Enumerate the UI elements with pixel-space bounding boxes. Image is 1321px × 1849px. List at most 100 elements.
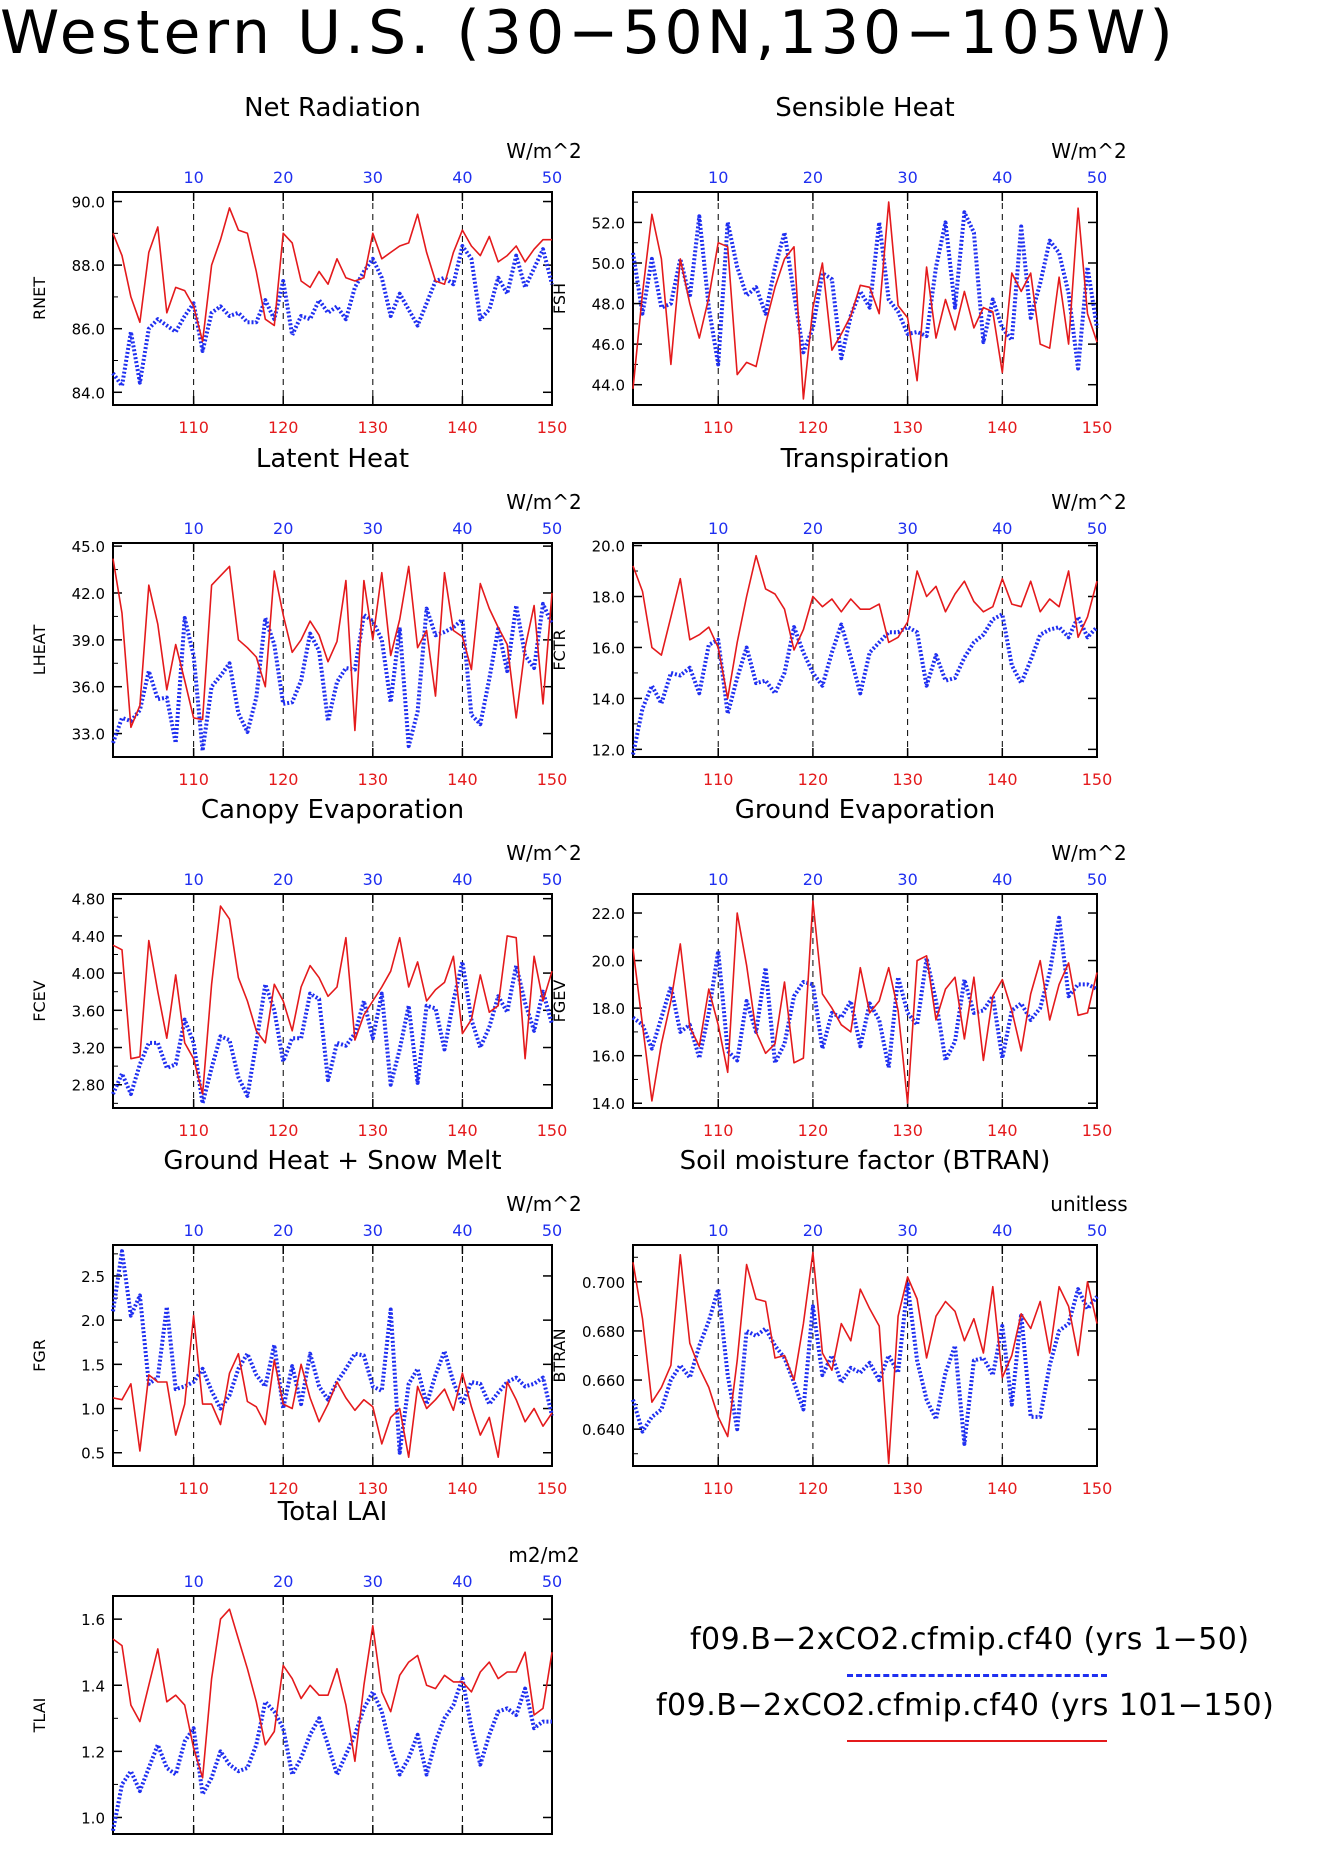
panel-9-xtick-label-3: 130	[358, 1847, 389, 1849]
panel-6-ytick-label-2: 16.0	[592, 1048, 625, 1066]
panel-9-series-blue-line	[111, 1676, 552, 1832]
panel-3-ytick-label-5: 45.0	[72, 538, 105, 556]
panel-8-xtick-top-label-2: 20	[803, 1221, 823, 1240]
panel-6-series-red-line	[632, 900, 1098, 1104]
panel-8-ytick-label-4: 0.700	[582, 1274, 625, 1292]
panel-5-xtick-label-5: 150	[537, 1121, 568, 1140]
panel-4-xtick-top-label-5: 50	[1087, 519, 1107, 538]
panel-5-ytick-label-4: 4.00	[72, 965, 105, 983]
panel-2-ytick-label-5: 52.0	[592, 214, 625, 232]
panel-6-xtick-label-5: 150	[1082, 1121, 1113, 1140]
panel-4-xtick-label-4: 140	[987, 770, 1018, 789]
panel-3-ytick-label-3: 39.0	[72, 632, 105, 650]
panel-3-xtick-top-label-2: 20	[273, 519, 293, 538]
panel-5-xtick-top-label-1: 10	[183, 870, 203, 889]
panel-8-xtick-label-2: 120	[798, 1479, 829, 1498]
panel-2-ytick-label-2: 46.0	[592, 336, 625, 354]
panel-7-xtick-label-4: 140	[447, 1479, 478, 1498]
panel-1-xtick-top-label-3: 30	[363, 168, 383, 187]
panel-8-xtick-top-label-4: 40	[992, 1221, 1012, 1240]
panel-3-series-blue-line	[111, 601, 554, 753]
panel-4-series-blue-line	[631, 612, 1099, 755]
panel-3-xtick-top-label-1: 10	[183, 519, 203, 538]
panel-6-frame	[632, 893, 1098, 1109]
panel-7-xtick-top-label-2: 20	[273, 1221, 293, 1240]
panel-4-ytick-label-5: 20.0	[592, 538, 625, 556]
panel-2-ytick-label-3: 48.0	[592, 296, 625, 314]
panel-1-series-red-line	[112, 207, 552, 343]
panel-4-units: W/m^2	[1051, 490, 1126, 514]
panel-2-xtick-top-label-2: 20	[803, 168, 823, 187]
panel-8-xtick-label-3: 130	[892, 1479, 923, 1498]
panel-8-xtick-top-label-3: 30	[897, 1221, 917, 1240]
panel-3-frame	[112, 542, 553, 758]
panel-2-ytick-label-1: 44.0	[592, 377, 625, 395]
panel-2-ylabel: FSH	[550, 283, 569, 314]
panel-6-ylabel: FGEV	[550, 980, 569, 1023]
panel-1-xtick-top-label-5: 50	[542, 168, 562, 187]
panel-8-xtick-top-label-5: 50	[1087, 1221, 1107, 1240]
panel-5-ytick-label-5: 4.40	[72, 928, 105, 946]
legend-line-blue-dashed	[847, 1674, 1107, 1677]
panel-5-xtick-top-label-3: 30	[363, 870, 383, 889]
panel-7-xtick-label-1: 110	[178, 1479, 209, 1498]
panel-4-ytick-label-1: 12.0	[592, 741, 625, 759]
panel-5-units: W/m^2	[506, 841, 581, 865]
panel-5-frame	[112, 893, 553, 1109]
panel-2-xtick-label-4: 140	[987, 418, 1018, 437]
panel-9-xtick-top-label-2: 20	[273, 1572, 293, 1591]
panel-3-ytick-label-1: 33.0	[72, 726, 105, 744]
panel-9-ytick-label-3: 1.4	[81, 1677, 105, 1695]
panel-5-xtick-top-label-5: 50	[542, 870, 562, 889]
panel-1-ytick-label-4: 90.0	[72, 194, 105, 212]
panel-4-ytick-label-2: 14.0	[592, 690, 625, 708]
panel-6-xtick-top-label-2: 20	[803, 870, 823, 889]
panel-2-series-blue-line	[631, 210, 1099, 371]
panel-3-units: W/m^2	[506, 490, 581, 514]
panel-3-xtick-top-label-3: 30	[363, 519, 383, 538]
panel-7-ylabel: FGR	[30, 1339, 49, 1372]
panel-2-units: W/m^2	[1051, 139, 1126, 163]
panel-8-units: unitless	[1050, 1192, 1127, 1216]
panel-7-xtick-top-label-1: 10	[183, 1221, 203, 1240]
panel-1-xtick-top-label-1: 10	[183, 168, 203, 187]
page-title: Western U.S. (30−50N,130−105W)	[0, 0, 1177, 68]
panel-8-xtick-label-1: 110	[703, 1479, 734, 1498]
panel-9-ylabel: TLAI	[30, 1698, 49, 1734]
panel-5-series-red-line	[112, 905, 553, 1095]
panel-6-units: W/m^2	[1051, 841, 1126, 865]
panel-2-series-red-line	[632, 201, 1098, 400]
panel-9-xtick-top-label-5: 50	[542, 1572, 562, 1591]
panel-1-ytick-label-3: 88.0	[72, 257, 105, 275]
legend-line-red-solid	[847, 1740, 1107, 1742]
panel-9-ytick-label-1: 1.0	[81, 1809, 105, 1827]
panel-7-xtick-top-label-4: 40	[452, 1221, 472, 1240]
panel-1-xtick-label-1: 110	[178, 418, 209, 437]
panel-1-xtick-label-3: 130	[358, 418, 389, 437]
panel-7-ytick-label-5: 2.5	[81, 1268, 105, 1286]
panel-3-series-red-line	[112, 558, 553, 732]
panel-3-xtick-label-3: 130	[358, 770, 389, 789]
panel-7-ytick-label-1: 0.5	[81, 1445, 105, 1463]
panel-1-title: Net Radiation	[244, 93, 421, 123]
legend-label-blue: f09.B−2xCO2.cfmip.cf40 (yrs 1−50)	[690, 1622, 1250, 1657]
panel-5-xtick-label-1: 110	[178, 1121, 209, 1140]
panel-1-ytick-label-2: 86.0	[72, 321, 105, 339]
panel-8-series-blue-line	[631, 1282, 1099, 1446]
panel-1-xtick-top-label-2: 20	[273, 168, 293, 187]
panel-9-ytick-label-2: 1.2	[81, 1743, 105, 1761]
panel-7-xtick-label-3: 130	[358, 1479, 389, 1498]
panel-3-xtick-label-4: 140	[447, 770, 478, 789]
panel-1-series-blue-line	[111, 244, 554, 388]
panel-5-xtick-label-3: 130	[358, 1121, 389, 1140]
panel-7-ytick-label-4: 2.0	[81, 1312, 105, 1330]
panel-7-xtick-label-5: 150	[537, 1479, 568, 1498]
panel-5-ytick-label-6: 4.80	[72, 891, 105, 909]
panel-6-ytick-label-1: 14.0	[592, 1095, 625, 1113]
panel-2-xtick-top-label-1: 10	[708, 168, 728, 187]
panel-6-xtick-top-label-3: 30	[897, 870, 917, 889]
panel-2-frame	[632, 191, 1098, 406]
panel-4-ytick-label-4: 18.0	[592, 589, 625, 607]
panel-5-ytick-label-3: 3.60	[72, 1002, 105, 1020]
panel-7-frame	[112, 1244, 553, 1467]
